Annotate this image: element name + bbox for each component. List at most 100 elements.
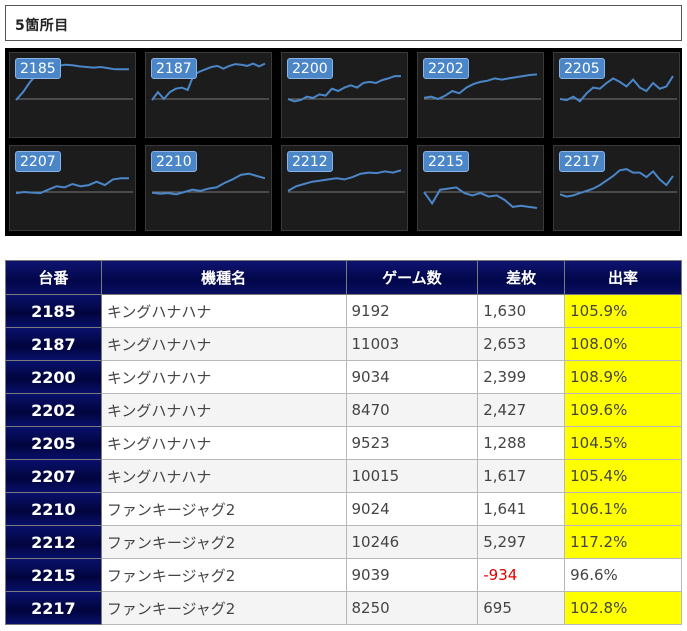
machine-name: キングハナハナ <box>100 294 347 328</box>
graph-line <box>15 177 129 195</box>
machine-no: 2215 <box>5 558 102 592</box>
coin-diff: 1,641 <box>477 492 566 526</box>
slump-graph-2187: 2187 <box>145 52 272 138</box>
machine-no: 2202 <box>5 393 102 427</box>
graph-label: 2200 <box>287 58 333 79</box>
graph-label: 2212 <box>287 151 333 172</box>
payout-rate: 96.6% <box>564 558 682 592</box>
graph-label: 2187 <box>151 58 197 79</box>
table-row: 2185 キングハナハナ 9192 1,630 105.9% <box>5 294 682 328</box>
graph-plot <box>151 172 269 196</box>
table-row: 2210 ファンキージャグ2 9024 1,641 106.1% <box>5 492 682 526</box>
graph-label: 2205 <box>559 58 605 79</box>
table-row: 2202 キングハナハナ 8470 2,427 109.6% <box>5 393 682 427</box>
header-diff: 差枚 <box>477 260 566 295</box>
slump-graph-2207: 2207 <box>9 145 136 231</box>
payout-rate: 108.0% <box>564 327 682 361</box>
slump-graph-2205: 2205 <box>553 52 680 138</box>
graph-grid: 2185 2187 2200 2202 2205 2207 2210 2212 2215 2217 <box>5 48 682 236</box>
slump-graph-2185: 2185 <box>9 52 136 138</box>
slump-graph-2215: 2215 <box>417 145 544 231</box>
graph-label: 2207 <box>15 151 61 172</box>
coin-diff: -934 <box>477 558 566 592</box>
graph-line <box>287 75 401 103</box>
payout-rate: 108.9% <box>564 360 682 394</box>
machine-no: 2212 <box>5 525 102 559</box>
graph-line <box>423 186 538 209</box>
machine-data-table: 台番 機種名 ゲーム数 差枚 出率 2185 キングハナハナ 9192 1,630 10… <box>5 260 682 625</box>
graph-plot <box>287 169 405 193</box>
graph-line <box>151 172 266 196</box>
graph-label: 2185 <box>15 58 61 79</box>
coin-diff: 1,617 <box>477 459 566 493</box>
graph-plot <box>423 186 541 209</box>
payout-rate: 102.8% <box>564 591 682 625</box>
machine-no: 2207 <box>5 459 102 493</box>
slump-graph-2200: 2200 <box>281 52 408 138</box>
table-row: 2217 ファンキージャグ2 8250 695 102.8% <box>5 591 682 625</box>
machine-no: 2217 <box>5 591 102 625</box>
game-count: 9034 <box>345 360 479 394</box>
graph-line <box>559 75 674 103</box>
graph-line <box>559 168 674 198</box>
coin-diff: 2,399 <box>477 360 566 394</box>
game-count: 9192 <box>345 294 479 328</box>
machine-no: 2200 <box>5 360 102 394</box>
graph-label: 2202 <box>423 58 469 79</box>
game-count: 11003 <box>345 327 479 361</box>
header-games: ゲーム数 <box>345 260 479 295</box>
machine-no: 2185 <box>5 294 102 328</box>
graph-plot <box>15 177 133 195</box>
slump-graph-2212: 2212 <box>281 145 408 231</box>
graph-plot <box>423 73 541 101</box>
machine-name: キングハナハナ <box>100 327 347 361</box>
game-count: 10246 <box>345 525 479 559</box>
table-header-row: 台番 機種名 ゲーム数 差枚 出率 <box>5 260 682 295</box>
machine-name: ファンキージャグ2 <box>100 492 347 526</box>
graph-label: 2217 <box>559 151 605 172</box>
table-row: 2187 キングハナハナ 11003 2,653 108.0% <box>5 327 682 361</box>
game-count: 9039 <box>345 558 479 592</box>
payout-rate: 106.1% <box>564 492 682 526</box>
coin-diff: 2,427 <box>477 393 566 427</box>
graph-label: 2215 <box>423 151 469 172</box>
header-machine-no: 台番 <box>5 260 102 295</box>
machine-no: 2210 <box>5 492 102 526</box>
graph-line <box>151 62 266 101</box>
coin-diff: 695 <box>477 591 566 625</box>
graph-label: 2210 <box>151 151 197 172</box>
slump-graph-2202: 2202 <box>417 52 544 138</box>
graph-plot <box>287 75 405 103</box>
table-row: 2200 キングハナハナ 9034 2,399 108.9% <box>5 360 682 394</box>
payout-rate: 105.9% <box>564 294 682 328</box>
graph-plot <box>559 75 677 103</box>
machine-name: キングハナハナ <box>100 360 347 394</box>
machine-name: キングハナハナ <box>100 459 347 493</box>
machine-name: キングハナハナ <box>100 426 347 460</box>
coin-diff: 1,288 <box>477 426 566 460</box>
coin-diff: 5,297 <box>477 525 566 559</box>
header-rate: 出率 <box>564 260 682 295</box>
graph-plot <box>559 168 677 198</box>
game-count: 10015 <box>345 459 479 493</box>
game-count: 9523 <box>345 426 479 460</box>
table-row: 2207 キングハナハナ 10015 1,617 105.4% <box>5 459 682 493</box>
payout-rate: 105.4% <box>564 459 682 493</box>
table-row: 2205 キングハナハナ 9523 1,288 104.5% <box>5 426 682 460</box>
machine-name: キングハナハナ <box>100 393 347 427</box>
machine-no: 2205 <box>5 426 102 460</box>
machine-name: ファンキージャグ2 <box>100 591 347 625</box>
table-row: 2215 ファンキージャグ2 9039 -934 96.6% <box>5 558 682 592</box>
payout-rate: 117.2% <box>564 525 682 559</box>
game-count: 8470 <box>345 393 479 427</box>
payout-rate: 109.6% <box>564 393 682 427</box>
graph-plot <box>151 62 269 101</box>
machine-no: 2187 <box>5 327 102 361</box>
header-machine-name: 機種名 <box>100 260 347 295</box>
machine-name: ファンキージャグ2 <box>100 525 347 559</box>
machine-name: ファンキージャグ2 <box>100 558 347 592</box>
graph-line <box>423 73 538 101</box>
table-row: 2212 ファンキージャグ2 10246 5,297 117.2% <box>5 525 682 559</box>
section-title: 5箇所目 <box>5 5 682 41</box>
graph-line <box>287 169 402 192</box>
